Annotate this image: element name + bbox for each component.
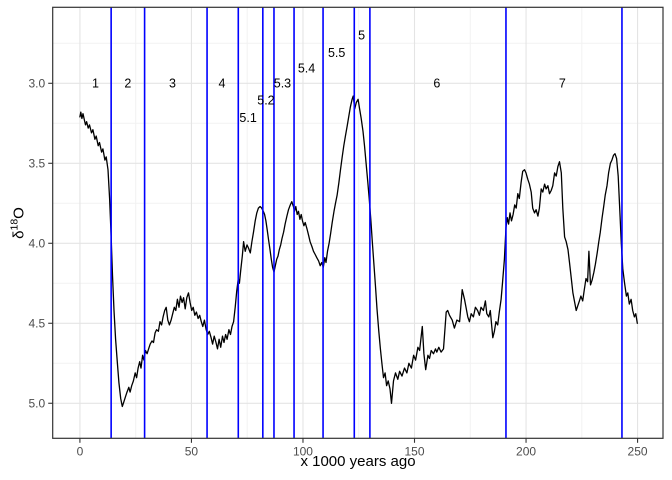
stage-label: 5.1 bbox=[239, 111, 256, 125]
x-axis-title: x 1000 years ago bbox=[300, 453, 416, 470]
stage-label: 1 bbox=[92, 76, 99, 90]
stage-label: 5.2 bbox=[257, 93, 274, 107]
y-tick-label: 3.0 bbox=[29, 76, 46, 90]
stage-label: 5.5 bbox=[328, 46, 345, 60]
y-axis-title-element: O bbox=[10, 207, 28, 219]
y-tick-label: 3.5 bbox=[29, 156, 46, 170]
stage-label: 5.3 bbox=[274, 76, 291, 90]
stage-label: 4 bbox=[219, 76, 226, 90]
stage-label: 5 bbox=[358, 28, 365, 42]
stage-label: 6 bbox=[433, 76, 440, 90]
d18o-curve bbox=[79, 95, 638, 408]
plot-panel bbox=[52, 7, 663, 439]
panel-border bbox=[52, 6, 664, 439]
y-axis-title: δ18O bbox=[9, 207, 28, 239]
stage-label: 2 bbox=[124, 76, 131, 90]
y-tick-label: 4.0 bbox=[29, 236, 46, 250]
stage-label: 5.4 bbox=[298, 61, 315, 75]
x-tick-label: 150 bbox=[404, 444, 424, 458]
stage-label: 7 bbox=[559, 76, 566, 90]
y-tick-label: 4.5 bbox=[29, 316, 46, 330]
x-tick-label: 250 bbox=[628, 444, 648, 458]
x-tick-label: 50 bbox=[185, 444, 199, 458]
x-tick-label: 0 bbox=[77, 444, 84, 458]
y-axis-title-superscript: 18 bbox=[8, 218, 21, 231]
y-axis-title-delta: δ bbox=[10, 230, 28, 239]
x-tick-label: 200 bbox=[516, 444, 536, 458]
stage-label: 3 bbox=[169, 76, 176, 90]
x-tick-label: 100 bbox=[293, 444, 313, 458]
y-tick-label: 5.0 bbox=[29, 396, 46, 410]
